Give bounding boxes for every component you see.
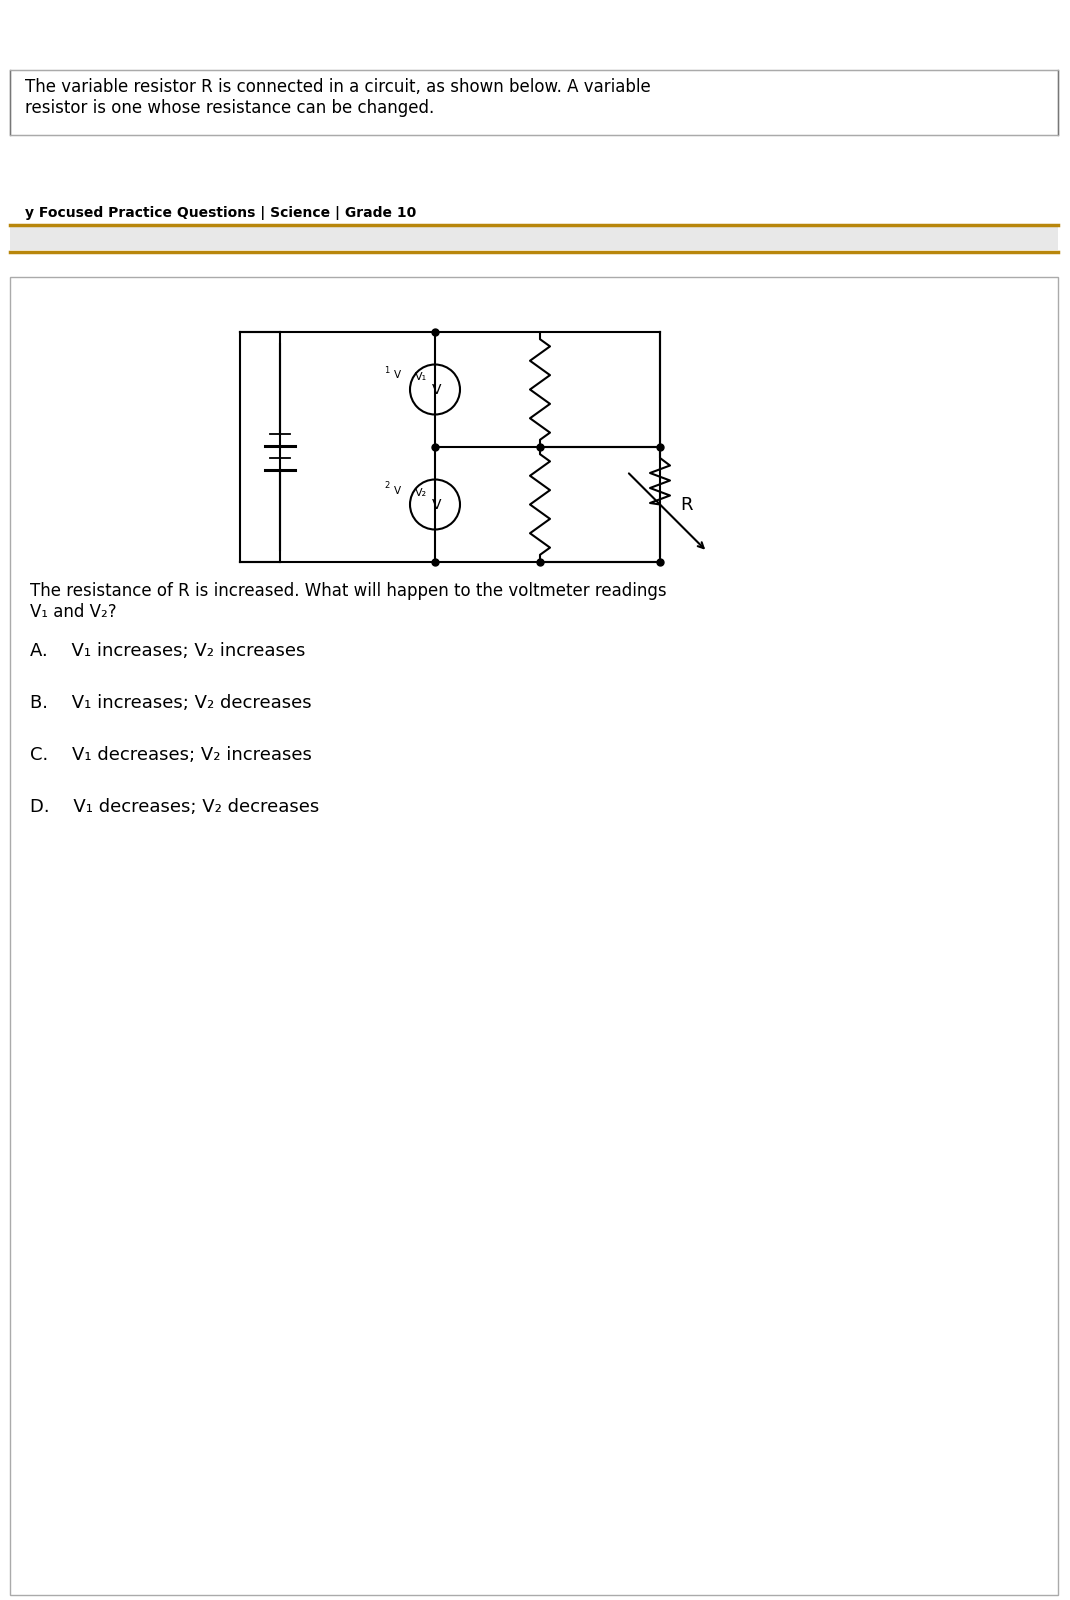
FancyBboxPatch shape: [10, 277, 1058, 1595]
Text: 1: 1: [384, 366, 389, 374]
Text: V: V: [394, 371, 400, 381]
Text: The resistance of R is increased. What will happen to the voltmeter readings
V₁ : The resistance of R is increased. What w…: [30, 582, 667, 621]
Text: V: V: [432, 382, 442, 397]
Text: C.  V₁ decreases; V₂ increases: C. V₁ decreases; V₂ increases: [30, 746, 311, 765]
FancyBboxPatch shape: [10, 70, 1058, 134]
Text: B.  V₁ increases; V₂ decreases: B. V₁ increases; V₂ decreases: [30, 694, 311, 712]
Text: A.  V₁ increases; V₂ increases: A. V₁ increases; V₂ increases: [30, 642, 305, 659]
Text: V₁: V₁: [415, 373, 427, 382]
Text: R: R: [681, 496, 692, 514]
Text: D.  V₁ decreases; V₂ decreases: D. V₁ decreases; V₂ decreases: [30, 798, 319, 816]
Text: The variable resistor R is connected in a circuit, as shown below. A variable
re: The variable resistor R is connected in …: [25, 78, 651, 117]
Text: 2: 2: [384, 482, 389, 490]
Text: V: V: [432, 498, 442, 512]
Text: V₂: V₂: [415, 488, 427, 498]
Text: y Focused Practice Questions | Science | Grade 10: y Focused Practice Questions | Science |…: [25, 206, 416, 219]
FancyBboxPatch shape: [10, 227, 1058, 250]
Text: V: V: [394, 485, 400, 496]
